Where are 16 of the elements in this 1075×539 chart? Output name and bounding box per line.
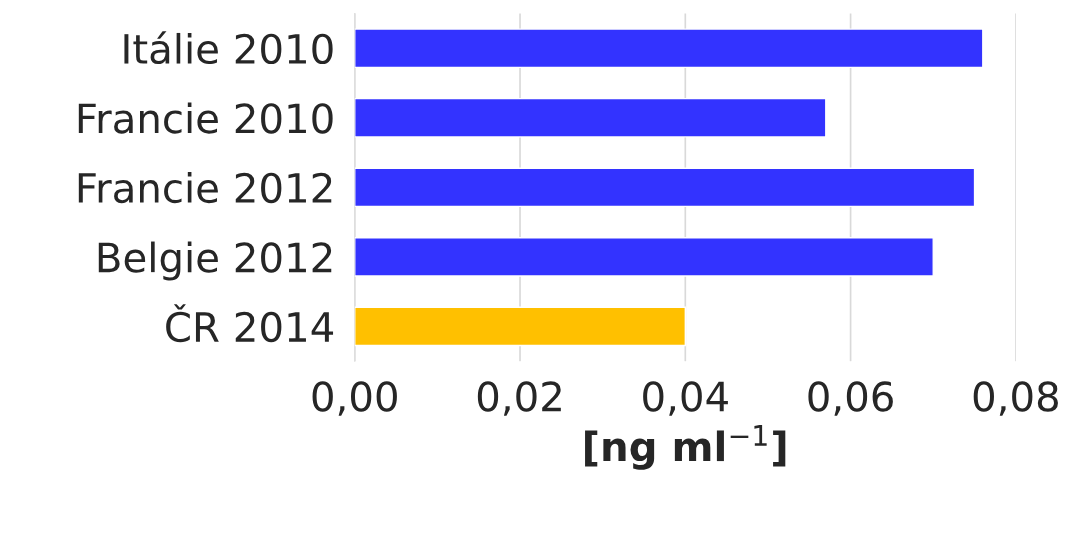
bar [354,237,934,277]
bar [354,28,984,69]
x-tick-label: 0,00 [312,381,397,416]
bar [354,167,976,208]
x-tick-label: 0,02 [477,381,561,416]
bar [354,306,687,347]
x-tick-label: 0,04 [643,381,728,416]
x-axis-title: [ng ml$^{−1}$] [585,425,786,470]
x-tick-label: 0,06 [808,381,893,416]
bar [354,97,827,138]
y-tick-label: Itálie 2010 [124,31,333,65]
y-tick-label: Francie 2010 [78,102,333,134]
y-tick-label: ČR 2014 [166,304,334,343]
y-tick-label: Francie 2012 [78,172,332,204]
x-tick-label: 0,08 [973,381,1058,416]
y-tick-label: Belgie 2012 [98,241,332,281]
